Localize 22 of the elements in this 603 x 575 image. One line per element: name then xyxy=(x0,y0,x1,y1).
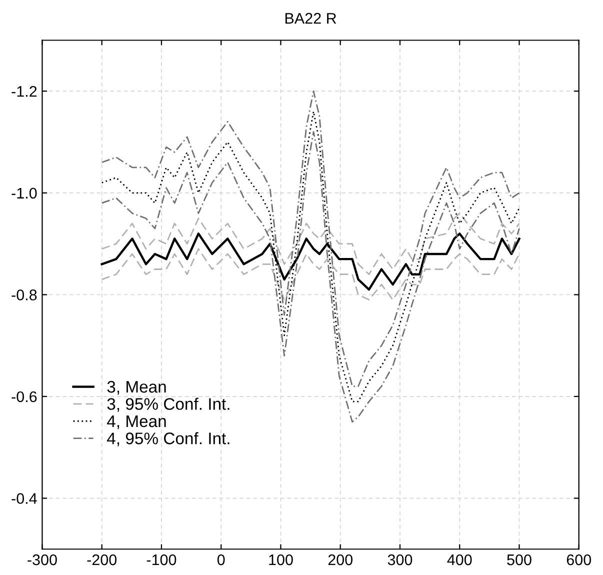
legend-label: 3, Mean xyxy=(107,380,166,395)
x-tick-label: 300 xyxy=(388,554,412,566)
legend-label: 4, 95% Conf. Int. xyxy=(107,432,230,446)
y-tick-label: -0.8 xyxy=(12,290,37,300)
x-tick-label: 600 xyxy=(566,554,592,566)
x-tick-label: -100 xyxy=(146,554,176,566)
x-tick-label: -300 xyxy=(28,554,57,566)
x-tick-label: 100 xyxy=(269,554,293,566)
x-tick-label: -200 xyxy=(87,554,117,566)
line-series xyxy=(101,212,520,276)
y-tick-label: -0.6 xyxy=(12,391,37,402)
legend-label: 3, 95% Conf. Int. xyxy=(107,398,230,412)
x-tick-label: 0 xyxy=(217,554,225,566)
x-tick-label: 400 xyxy=(447,554,472,566)
legend-label: 4, Mean xyxy=(107,415,166,430)
chart-title: BA22 R xyxy=(285,12,336,24)
x-tick-label: 500 xyxy=(507,554,532,566)
line-series xyxy=(101,248,520,300)
y-tick-label: -1.2 xyxy=(12,86,37,97)
y-tick-label: -1.0 xyxy=(12,188,37,199)
y-tick-label: -0.4 xyxy=(12,493,37,504)
x-tick-label: 200 xyxy=(328,554,353,566)
